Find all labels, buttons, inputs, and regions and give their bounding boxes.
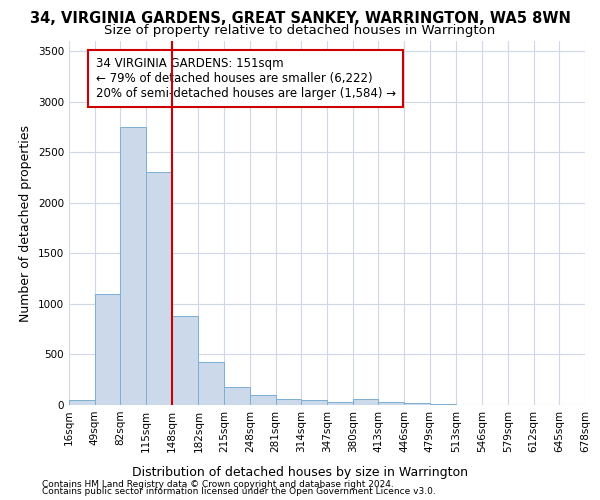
Bar xyxy=(379,402,404,405)
Bar xyxy=(430,404,457,405)
Bar xyxy=(275,400,301,405)
Bar xyxy=(301,400,327,405)
Bar xyxy=(327,402,353,405)
Bar xyxy=(353,400,379,405)
Text: Contains public sector information licensed under the Open Government Licence v3: Contains public sector information licen… xyxy=(42,487,436,496)
Bar xyxy=(69,400,95,405)
Bar xyxy=(95,294,121,405)
Bar xyxy=(224,387,250,405)
Bar xyxy=(199,362,224,405)
Bar xyxy=(404,404,430,405)
Text: Distribution of detached houses by size in Warrington: Distribution of detached houses by size … xyxy=(132,466,468,479)
Bar xyxy=(121,127,146,405)
Y-axis label: Number of detached properties: Number of detached properties xyxy=(19,124,32,322)
Text: Contains HM Land Registry data © Crown copyright and database right 2024.: Contains HM Land Registry data © Crown c… xyxy=(42,480,394,489)
Bar xyxy=(250,395,275,405)
Text: Size of property relative to detached houses in Warrington: Size of property relative to detached ho… xyxy=(104,24,496,37)
Text: 34 VIRGINIA GARDENS: 151sqm
← 79% of detached houses are smaller (6,222)
20% of : 34 VIRGINIA GARDENS: 151sqm ← 79% of det… xyxy=(95,58,395,100)
Text: 34, VIRGINIA GARDENS, GREAT SANKEY, WARRINGTON, WA5 8WN: 34, VIRGINIA GARDENS, GREAT SANKEY, WARR… xyxy=(29,11,571,26)
Bar xyxy=(172,316,199,405)
Bar xyxy=(146,172,172,405)
